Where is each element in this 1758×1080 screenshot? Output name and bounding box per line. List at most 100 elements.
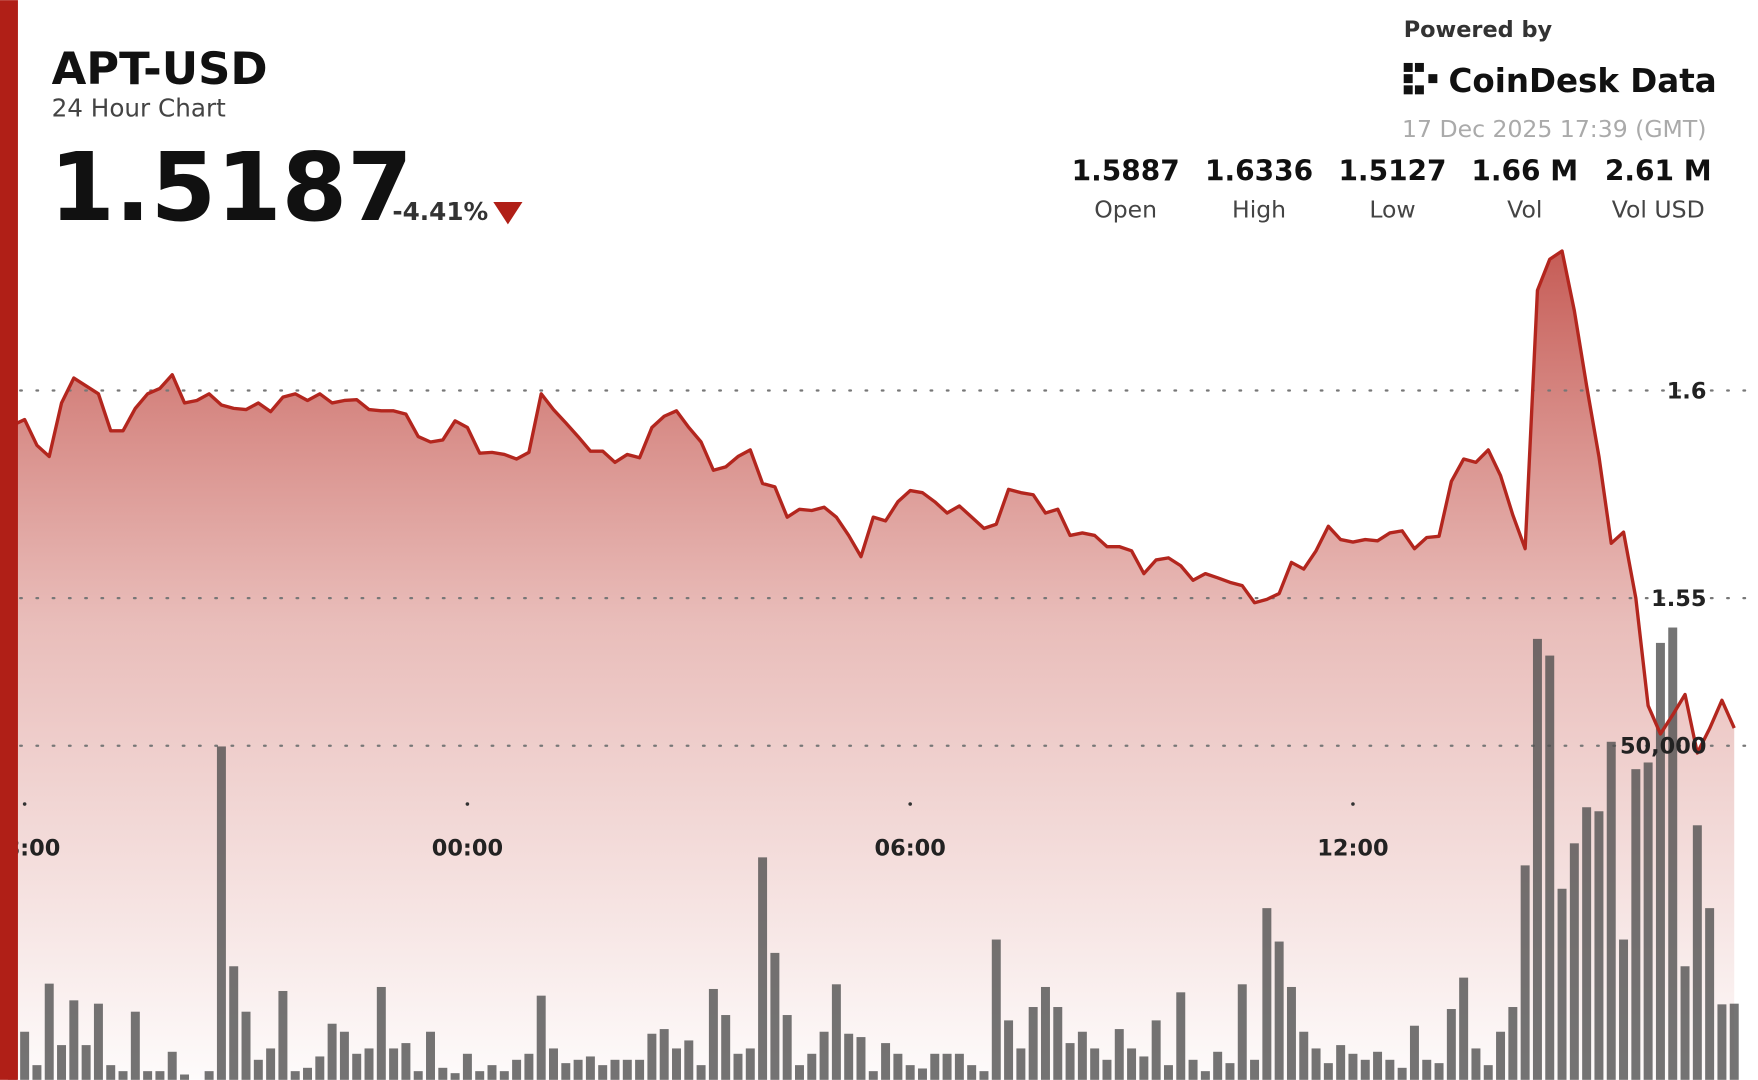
volume-bar bbox=[1692, 825, 1702, 1080]
volume-bar bbox=[635, 1059, 645, 1080]
volume-bar bbox=[1483, 1065, 1493, 1080]
volume-bar bbox=[967, 1065, 977, 1080]
area-layer bbox=[12, 250, 1735, 1080]
volume-bar bbox=[1705, 908, 1715, 1080]
volume-bar bbox=[868, 1071, 878, 1080]
volume-bar bbox=[979, 1071, 989, 1080]
volume-bar bbox=[499, 1071, 509, 1080]
volume-bar bbox=[364, 1048, 374, 1080]
volume-bar bbox=[905, 1065, 915, 1080]
volume-bar bbox=[1114, 1029, 1124, 1080]
volume-bar bbox=[672, 1048, 681, 1080]
volume-bar bbox=[1643, 762, 1653, 1080]
volume-bar bbox=[130, 1011, 140, 1080]
stat-value: 1.5887 bbox=[1072, 155, 1180, 188]
volume-bar bbox=[1532, 638, 1542, 1080]
volume-bar bbox=[143, 1071, 153, 1080]
down-arrow bbox=[493, 201, 523, 225]
stat-label: Vol bbox=[1507, 196, 1542, 224]
volume-bar bbox=[610, 1059, 620, 1080]
volume-bar bbox=[1016, 1048, 1026, 1080]
volume-bar bbox=[376, 986, 386, 1080]
volume-bar bbox=[512, 1059, 522, 1080]
volume-bar bbox=[1520, 865, 1530, 1080]
volume-bar bbox=[216, 746, 226, 1080]
x-tick-mark bbox=[908, 802, 912, 806]
stat-value: 1.66 M bbox=[1471, 155, 1578, 188]
volume-bar bbox=[721, 1015, 731, 1080]
volume-bar bbox=[1471, 1048, 1481, 1080]
volume-bar bbox=[1606, 741, 1616, 1080]
volume-bar bbox=[1508, 1007, 1518, 1080]
volume-bar bbox=[20, 1031, 30, 1080]
stat-value: 1.6336 bbox=[1205, 155, 1313, 188]
stat-label: Open bbox=[1094, 196, 1157, 224]
volume-bar bbox=[1459, 977, 1469, 1080]
volume-layer bbox=[7, 627, 1739, 1080]
volume-bar bbox=[844, 1033, 854, 1080]
x-tick-label: 12:00 bbox=[1317, 836, 1388, 862]
volume-bar bbox=[229, 966, 239, 1080]
stat-label: Low bbox=[1369, 196, 1415, 224]
volume-bar bbox=[1286, 986, 1296, 1080]
x-tick-label: 06:00 bbox=[875, 836, 946, 862]
volume-bar bbox=[1127, 1048, 1137, 1080]
volume-bar bbox=[1360, 1059, 1370, 1080]
volume-bar bbox=[1213, 1051, 1223, 1080]
volume-bar bbox=[1336, 1045, 1346, 1080]
volume-bar bbox=[462, 1053, 472, 1080]
volume-bar bbox=[1102, 1059, 1112, 1080]
volume-bar bbox=[1188, 1059, 1198, 1080]
volume-bar bbox=[708, 988, 718, 1080]
volume-bar bbox=[1348, 1053, 1358, 1080]
volume-bar bbox=[819, 1031, 829, 1080]
volume-bar bbox=[487, 1065, 497, 1080]
volume-bar bbox=[303, 1067, 313, 1080]
volume-bar bbox=[266, 1048, 276, 1080]
volume-bar bbox=[807, 1053, 817, 1080]
x-tick-mark bbox=[465, 802, 470, 806]
volume-bar bbox=[315, 1056, 325, 1080]
volume-bar bbox=[93, 1003, 103, 1080]
volume-bar bbox=[536, 995, 546, 1080]
subtitle: 24 Hour Chart bbox=[52, 94, 227, 123]
volume-bar bbox=[1631, 769, 1641, 1080]
volume-bar bbox=[1151, 1020, 1161, 1080]
volume-bar bbox=[1004, 1020, 1014, 1080]
volume-bar bbox=[930, 1053, 940, 1080]
volume-bar bbox=[1139, 1056, 1149, 1080]
volume-bar bbox=[413, 1071, 423, 1080]
volume-bar bbox=[118, 1071, 128, 1080]
volume-bar bbox=[758, 857, 768, 1080]
volume-bar bbox=[352, 1053, 362, 1080]
volume-bar bbox=[561, 1063, 571, 1080]
volume-bar bbox=[438, 1067, 448, 1080]
volume-bar bbox=[684, 1040, 694, 1080]
volume-bar bbox=[573, 1059, 583, 1080]
volume-bar bbox=[106, 1065, 116, 1080]
volume-bar bbox=[69, 1000, 79, 1080]
x-tick-mark bbox=[22, 802, 27, 806]
timestamp: 17 Dec 2025 17:39 (GMT) bbox=[1402, 115, 1706, 143]
volume-bar bbox=[401, 1043, 411, 1080]
accent-bar bbox=[0, 0, 18, 1080]
volume-bar bbox=[180, 1074, 190, 1080]
volume-bar bbox=[1090, 1048, 1100, 1080]
volume-bar bbox=[1582, 807, 1592, 1080]
stat-label: High bbox=[1232, 196, 1286, 224]
price-line bbox=[11, 249, 1736, 755]
volume-bar bbox=[1311, 1048, 1321, 1080]
brand-name: CoinDesk Data bbox=[1449, 62, 1717, 100]
volume-bar bbox=[32, 1065, 42, 1080]
volume-bar bbox=[339, 1031, 349, 1080]
volume-bar bbox=[327, 1023, 337, 1080]
volume-bar bbox=[1422, 1059, 1432, 1080]
volume-bar bbox=[1250, 1059, 1260, 1080]
volume-bar bbox=[795, 1065, 804, 1080]
volume-bar bbox=[1077, 1031, 1087, 1080]
stat-label: Vol USD bbox=[1612, 196, 1705, 224]
volume-bar bbox=[1385, 1059, 1395, 1080]
volume-bar bbox=[831, 984, 841, 1080]
